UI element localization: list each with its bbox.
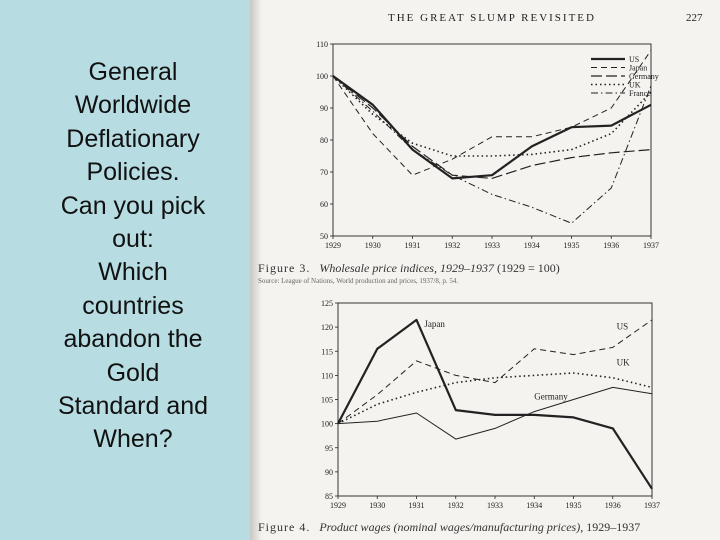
chart1-legend-label: Japan (629, 64, 647, 73)
page-gutter-shadow (250, 0, 262, 540)
chart2-series-label-us: US (617, 322, 629, 332)
chart1-ytick-label: 110 (316, 40, 328, 49)
chart1-xtick-label: 1936 (603, 241, 619, 250)
chart1-frame (332, 43, 652, 237)
figure3-source: Source: League of Nations, World product… (258, 277, 459, 285)
page-number: 227 (686, 12, 703, 24)
slide-line: out: (112, 225, 154, 254)
chart2-ytick-label: 90 (325, 468, 333, 477)
chart1-series-japan (332, 50, 652, 176)
chart1-ytick-label: 60 (320, 200, 328, 209)
chart1-xtick-label: 1931 (405, 241, 421, 250)
chart2-group: 85 90 95 100 105 110 115 120 125 1929 1930 1931 1932… (321, 299, 660, 510)
chart1-ytick-label: 100 (316, 72, 328, 81)
chart1-ytick-label: 90 (320, 104, 328, 113)
chart1-series-france (332, 75, 652, 224)
slide-line: Standard and (57, 392, 209, 421)
chart1-xtick-label: 1932 (444, 241, 460, 250)
slide-line: countries (82, 291, 184, 320)
chart2-ytick-label: 85 (325, 492, 333, 501)
chart1-xtick-label: 1933 (484, 241, 500, 250)
chart2-series-label-japan: Japan (424, 319, 445, 329)
chart1-xtick-label: 1937 (643, 241, 659, 250)
chart2-ytick-label: 115 (321, 347, 333, 356)
figure4-suffix: 1929–1937 (586, 520, 641, 534)
chart2-xtick-label: 1935 (566, 501, 582, 510)
slide-line: When? (93, 425, 173, 454)
chart2-series-germany (337, 386, 653, 440)
chart1-xtick-label: 1929 (325, 241, 341, 250)
chart2-series-us (337, 319, 653, 425)
chart2-xtick-label: 1937 (644, 501, 660, 510)
chart1-series-us (332, 75, 652, 180)
chart1-ytick-label: 50 (320, 232, 328, 241)
chart2-xtick-label: 1934 (526, 501, 542, 510)
chart2-xtick-label: 1931 (409, 501, 425, 510)
slide-text: General Worldwide Deflationary Policies.… (38, 56, 228, 457)
slide-text-panel: General Worldwide Deflationary Policies.… (0, 0, 250, 540)
chart1-series-germany (332, 75, 652, 179)
slide-line: Which (98, 258, 168, 287)
chart1-ytick-label: 70 (320, 168, 328, 177)
slide-line: Can you pick (60, 191, 206, 220)
chart2-frame (337, 302, 653, 497)
chart1-legend-label: US (629, 55, 639, 64)
figure3-number: Figure 3. (258, 261, 311, 275)
chart1-xtick-label: 1935 (564, 241, 580, 250)
slide-line: abandon the (63, 325, 203, 354)
chart2-series-label-uk: UK (617, 358, 630, 368)
chart2-series-label-germany: Germany (534, 392, 568, 402)
chart2-series-uk (337, 372, 653, 425)
chart1-legend-label: Germany (629, 72, 659, 81)
chart2-xtick-label: 1936 (605, 501, 621, 510)
chart1-series-uk (332, 75, 652, 157)
slide-line: General (88, 58, 178, 86)
chart2-xtick-label: 1933 (487, 501, 503, 510)
figure4-title: Product wages (nominal wages/manufacturi… (319, 520, 584, 534)
chart2-ytick-label: 100 (321, 420, 333, 429)
chart2-ytick-label: 95 (325, 444, 333, 453)
chart2-series-japan (337, 318, 653, 490)
chart2-ytick-label: 125 (321, 299, 333, 308)
slide-line: Deflationary (66, 124, 200, 153)
figure3-caption: Figure 3. Wholesale price indices, 1929–… (258, 261, 560, 276)
figure3-title: Wholesale price indices, 1929–1937 (319, 261, 494, 275)
chart1-xtick-label: 1934 (524, 241, 540, 250)
book-page-scan (250, 0, 720, 540)
chart2-ytick-label: 120 (321, 323, 333, 332)
slide-line: Worldwide (74, 91, 192, 120)
chart2-xtick-label: 1929 (330, 501, 346, 510)
chart2-xtick-label: 1932 (448, 501, 464, 510)
chart2-ytick-label: 110 (321, 371, 333, 380)
slide-line: Policies. (86, 158, 180, 187)
chart1-legend-label: France (629, 89, 651, 98)
chart1-xtick-label: 1930 (365, 241, 381, 250)
figure4-number: Figure 4. (258, 520, 311, 534)
chart1-group: 50 60 70 80 90 100 110 1929 1930 1931 1932 1933 1934… (316, 40, 659, 250)
chart1-legend-label: UK (629, 81, 641, 90)
chart2-xtick-label: 1930 (369, 501, 385, 510)
chart1-ytick-label: 80 (320, 136, 328, 145)
slide-line: Gold (106, 358, 160, 387)
figure4-caption: Figure 4. Product wages (nominal wages/m… (258, 520, 640, 535)
chart2-ytick-label: 105 (321, 396, 333, 405)
running-head: THE GREAT SLUMP REVISITED (388, 12, 596, 24)
figure3-suffix: (1929 = 100) (496, 261, 560, 275)
